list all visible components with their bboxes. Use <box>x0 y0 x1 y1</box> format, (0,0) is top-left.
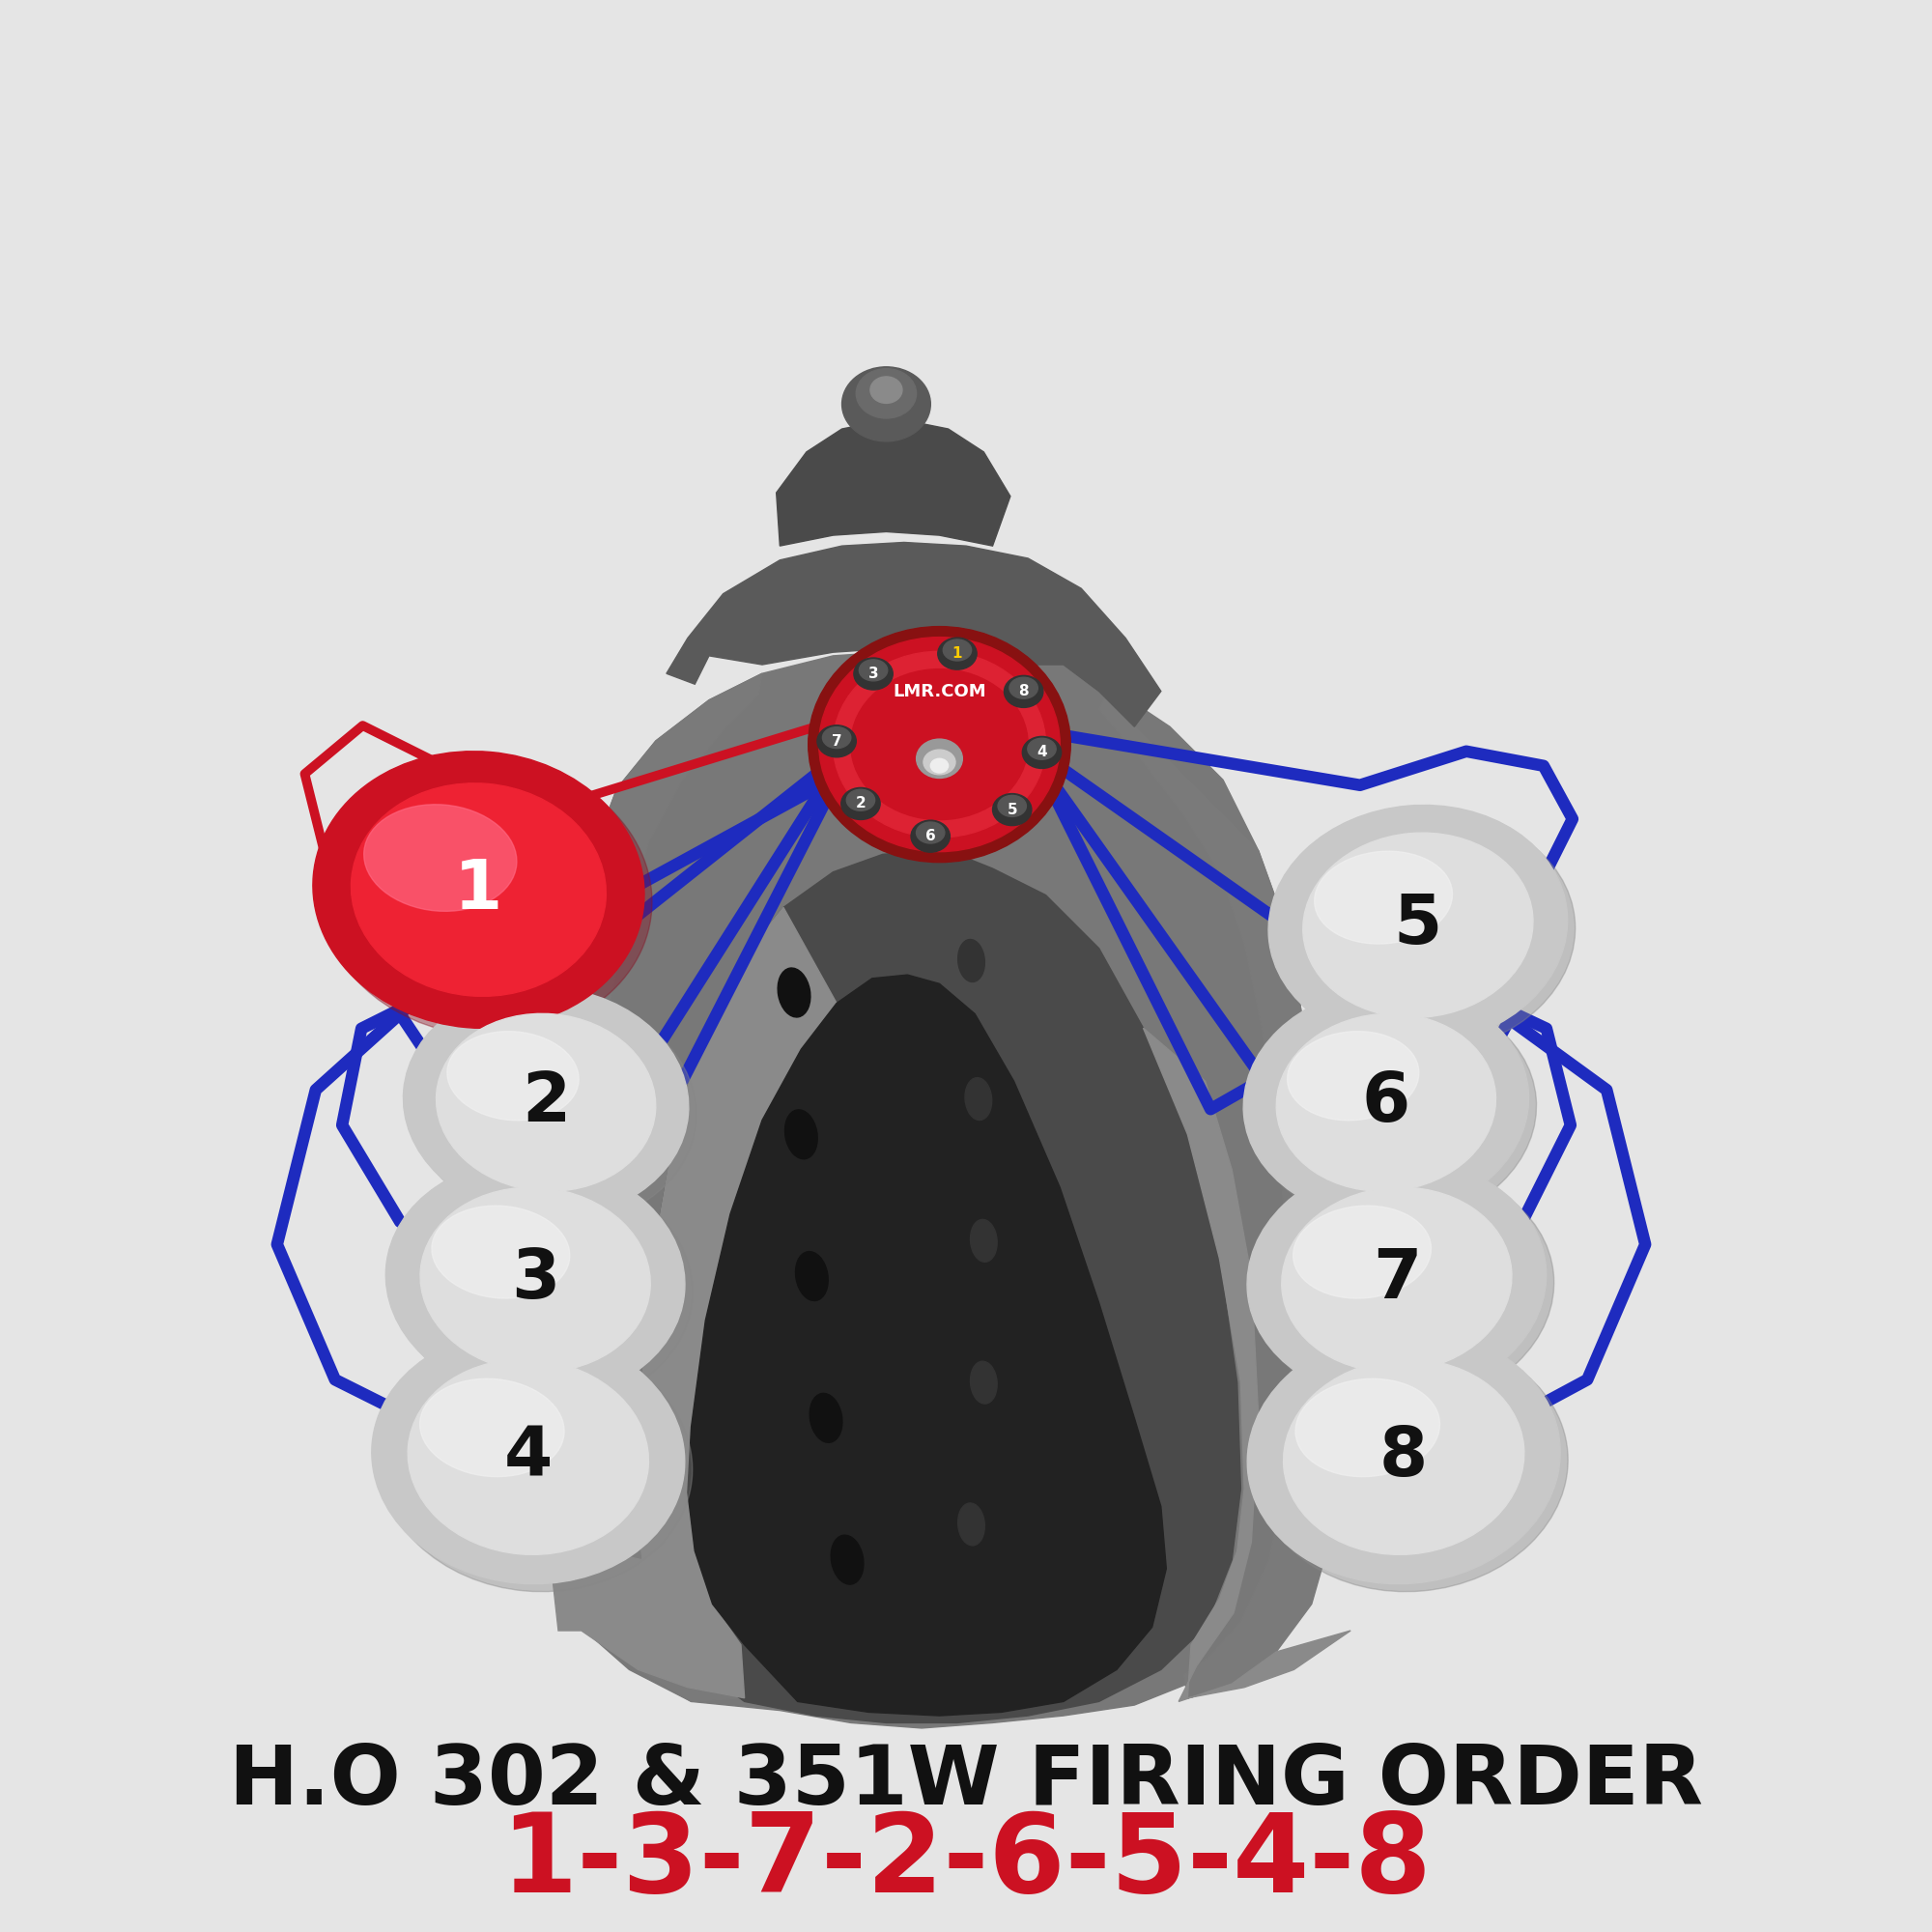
Ellipse shape <box>993 794 1032 825</box>
Ellipse shape <box>363 804 516 912</box>
Text: 8: 8 <box>1018 684 1028 699</box>
Ellipse shape <box>412 995 696 1225</box>
Ellipse shape <box>819 638 1061 852</box>
Polygon shape <box>667 543 1161 726</box>
Ellipse shape <box>1293 1206 1432 1298</box>
Ellipse shape <box>923 750 954 775</box>
Ellipse shape <box>916 740 962 779</box>
Ellipse shape <box>1269 806 1567 1045</box>
Text: 4: 4 <box>1037 746 1047 759</box>
Ellipse shape <box>1277 1014 1495 1192</box>
Ellipse shape <box>846 790 875 811</box>
Ellipse shape <box>943 639 972 661</box>
Polygon shape <box>547 908 837 1698</box>
Ellipse shape <box>321 759 651 1036</box>
Text: 8: 8 <box>1379 1424 1428 1490</box>
Ellipse shape <box>404 987 688 1217</box>
Ellipse shape <box>810 1393 842 1443</box>
Ellipse shape <box>912 821 951 852</box>
Text: LMR.COM: LMR.COM <box>893 682 985 699</box>
Ellipse shape <box>352 782 607 997</box>
Ellipse shape <box>817 724 856 757</box>
Text: 3: 3 <box>867 667 879 682</box>
Ellipse shape <box>808 626 1070 862</box>
Polygon shape <box>638 850 1240 1723</box>
Text: 6: 6 <box>925 829 935 844</box>
Ellipse shape <box>999 796 1026 817</box>
Ellipse shape <box>958 939 985 981</box>
Ellipse shape <box>437 1014 655 1192</box>
Ellipse shape <box>1277 813 1575 1053</box>
Ellipse shape <box>371 1329 684 1584</box>
Text: 5: 5 <box>1393 893 1443 958</box>
Ellipse shape <box>958 1503 985 1546</box>
Text: 2: 2 <box>856 796 866 811</box>
Ellipse shape <box>840 788 881 819</box>
Ellipse shape <box>860 659 887 680</box>
Ellipse shape <box>784 1109 817 1159</box>
Ellipse shape <box>1296 1379 1439 1476</box>
Ellipse shape <box>1302 833 1532 1018</box>
Ellipse shape <box>1244 987 1528 1217</box>
Ellipse shape <box>1256 1167 1553 1408</box>
Text: 1: 1 <box>454 856 502 923</box>
Ellipse shape <box>1252 995 1536 1225</box>
Ellipse shape <box>1287 1032 1418 1121</box>
Ellipse shape <box>386 1159 684 1401</box>
Text: H.O 302 & 351W FIRING ORDER: H.O 302 & 351W FIRING ORDER <box>230 1743 1704 1822</box>
Ellipse shape <box>937 638 978 670</box>
Ellipse shape <box>833 651 1045 837</box>
Text: 1: 1 <box>952 647 962 661</box>
Ellipse shape <box>831 1536 864 1584</box>
Ellipse shape <box>1314 852 1453 945</box>
Ellipse shape <box>854 659 893 690</box>
Polygon shape <box>1099 692 1329 1698</box>
Ellipse shape <box>1248 1329 1561 1584</box>
Ellipse shape <box>1256 1337 1569 1592</box>
Text: 4: 4 <box>504 1424 553 1490</box>
Ellipse shape <box>1028 738 1057 759</box>
Polygon shape <box>549 674 761 1702</box>
Ellipse shape <box>1009 678 1037 699</box>
Ellipse shape <box>1248 1159 1546 1401</box>
Text: 6: 6 <box>1362 1068 1410 1136</box>
Ellipse shape <box>408 1360 649 1555</box>
Ellipse shape <box>970 1219 997 1262</box>
Ellipse shape <box>1005 676 1043 707</box>
Ellipse shape <box>869 377 902 404</box>
Ellipse shape <box>419 1379 564 1476</box>
Ellipse shape <box>394 1167 692 1408</box>
Ellipse shape <box>970 1362 997 1405</box>
Text: 1-3-7-2-6-5-4-8: 1-3-7-2-6-5-4-8 <box>500 1808 1432 1917</box>
Text: 3: 3 <box>510 1246 560 1314</box>
Ellipse shape <box>916 821 945 844</box>
Ellipse shape <box>850 668 1028 819</box>
Ellipse shape <box>823 726 850 748</box>
Ellipse shape <box>842 367 931 440</box>
Ellipse shape <box>966 1078 991 1121</box>
Ellipse shape <box>931 759 949 773</box>
Polygon shape <box>777 421 1010 547</box>
Ellipse shape <box>431 1206 570 1298</box>
Ellipse shape <box>1022 736 1061 769</box>
Ellipse shape <box>421 1188 651 1372</box>
Ellipse shape <box>796 1252 829 1300</box>
Ellipse shape <box>1283 1360 1524 1555</box>
Ellipse shape <box>856 369 916 419</box>
Polygon shape <box>688 976 1167 1716</box>
Ellipse shape <box>446 1032 580 1121</box>
Ellipse shape <box>379 1337 692 1592</box>
Text: 2: 2 <box>522 1068 570 1136</box>
Text: 7: 7 <box>831 734 842 748</box>
Ellipse shape <box>779 968 810 1016</box>
Polygon shape <box>1144 1028 1350 1702</box>
Text: 7: 7 <box>1372 1246 1422 1314</box>
Text: 5: 5 <box>1007 802 1018 817</box>
Polygon shape <box>549 653 1329 1727</box>
Ellipse shape <box>313 752 643 1028</box>
Ellipse shape <box>1281 1188 1511 1372</box>
